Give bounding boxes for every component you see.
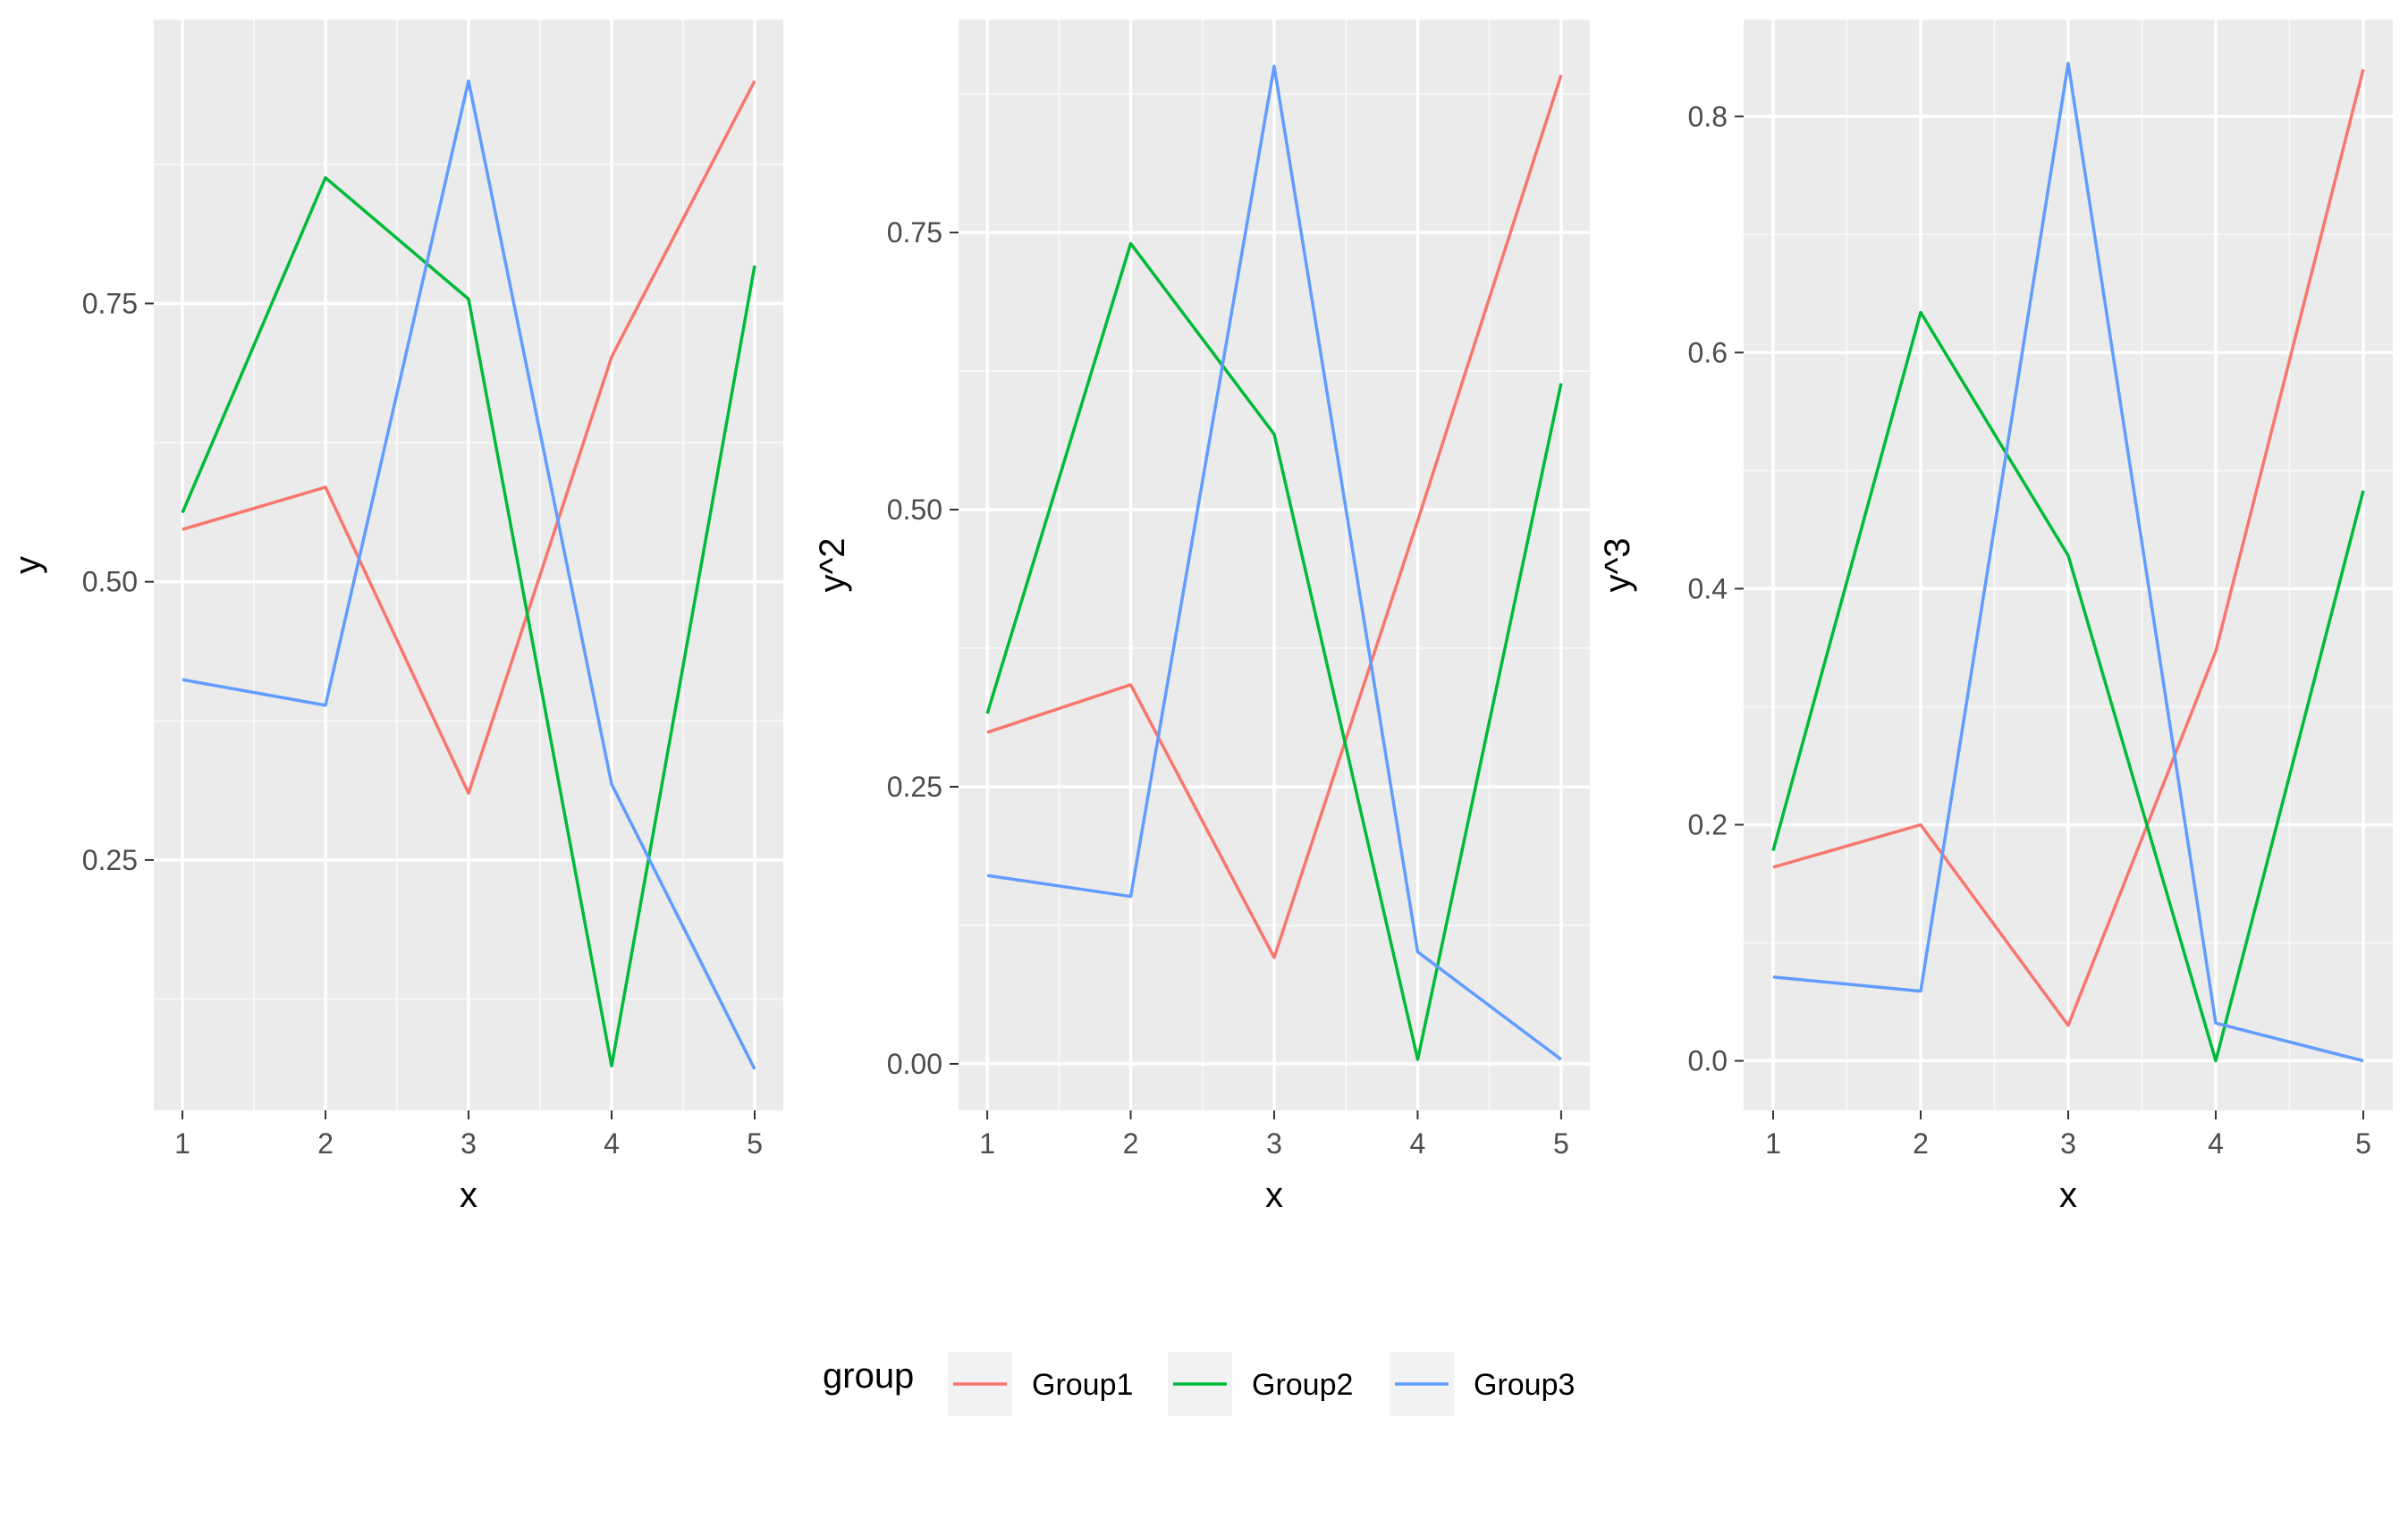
x-tick-label: 5	[1553, 1127, 1569, 1160]
y-tick-label: 0.0	[1688, 1045, 1728, 1077]
y-tick-label: 0.25	[82, 844, 138, 876]
series-line-group2	[1771, 310, 2365, 1063]
panel-3: 1 2 3 4 5 0.0 0.2 0.4 0.6 0.8 x y^3	[1598, 20, 2393, 1215]
y-tick-label: 0.25	[887, 771, 942, 803]
x-tick-label: 4	[2208, 1127, 2224, 1160]
x-tick-label: 4	[604, 1127, 620, 1160]
series-line-group3	[182, 79, 756, 1070]
y-tick-label: 0.50	[887, 494, 942, 526]
series-line-group1	[182, 80, 756, 795]
x-axis-title: x	[1265, 1176, 1283, 1215]
x-tick-label: 1	[174, 1127, 190, 1160]
x-tick-label: 5	[2355, 1127, 2371, 1160]
series-line-group2	[181, 176, 756, 1068]
x-tick-label: 3	[460, 1127, 477, 1160]
legend-item-label: Group2	[1252, 1368, 1353, 1402]
x-axis-title: x	[460, 1176, 477, 1215]
x-tick-label: 5	[747, 1127, 763, 1160]
x-tick-label: 1	[1765, 1127, 1781, 1160]
x-tick-label: 2	[317, 1127, 334, 1160]
y-tick-label: 0.8	[1688, 100, 1728, 132]
legend-items: Group1 Group2 Group3	[948, 1352, 1575, 1416]
y-tick-label: 0.2	[1688, 808, 1728, 840]
legend: group Group1 Group2 Group3	[823, 1352, 1575, 1416]
x-tick-label: 2	[1913, 1127, 1929, 1160]
legend-title: group	[823, 1356, 914, 1396]
legend-item-group1: Group1	[948, 1352, 1133, 1416]
legend-item-label: Group1	[1032, 1368, 1133, 1402]
x-axis-title: x	[2059, 1176, 2077, 1215]
legend-item-group2: Group2	[1168, 1352, 1353, 1416]
y-tick-label: 0.50	[82, 566, 138, 598]
y-tick-label: 0.4	[1688, 572, 1728, 604]
series-line-group3	[1772, 62, 2364, 1063]
legend-item-label: Group3	[1474, 1368, 1575, 1402]
y-tick-label: 0.75	[887, 216, 942, 249]
x-tick-label: 3	[2060, 1127, 2076, 1160]
panel-2: 1 2 3 4 5 0.00 0.25 0.50 0.75 x y^2	[813, 20, 1590, 1215]
y-axis-title: y^3	[1598, 537, 1637, 592]
x-tick-label: 3	[1266, 1127, 1282, 1160]
series-line-group3	[986, 64, 1562, 1061]
x-tick-label: 2	[1123, 1127, 1139, 1160]
panel-1: 1 2 3 4 5 0.25 0.50 0.75 x y	[8, 20, 783, 1215]
legend-item-group3: Group3	[1390, 1352, 1575, 1416]
series-line-group1	[986, 74, 1563, 959]
y-tick-label: 0.00	[887, 1048, 942, 1080]
x-tick-label: 1	[979, 1127, 995, 1160]
y-tick-label: 0.6	[1688, 336, 1728, 368]
series-line-group1	[1772, 69, 2365, 1027]
y-axis-title: y	[8, 556, 47, 574]
y-tick-label: 0.75	[82, 287, 138, 319]
series-line-group2	[985, 241, 1563, 1061]
y-axis-title: y^2	[813, 537, 852, 592]
x-tick-label: 4	[1410, 1127, 1426, 1160]
